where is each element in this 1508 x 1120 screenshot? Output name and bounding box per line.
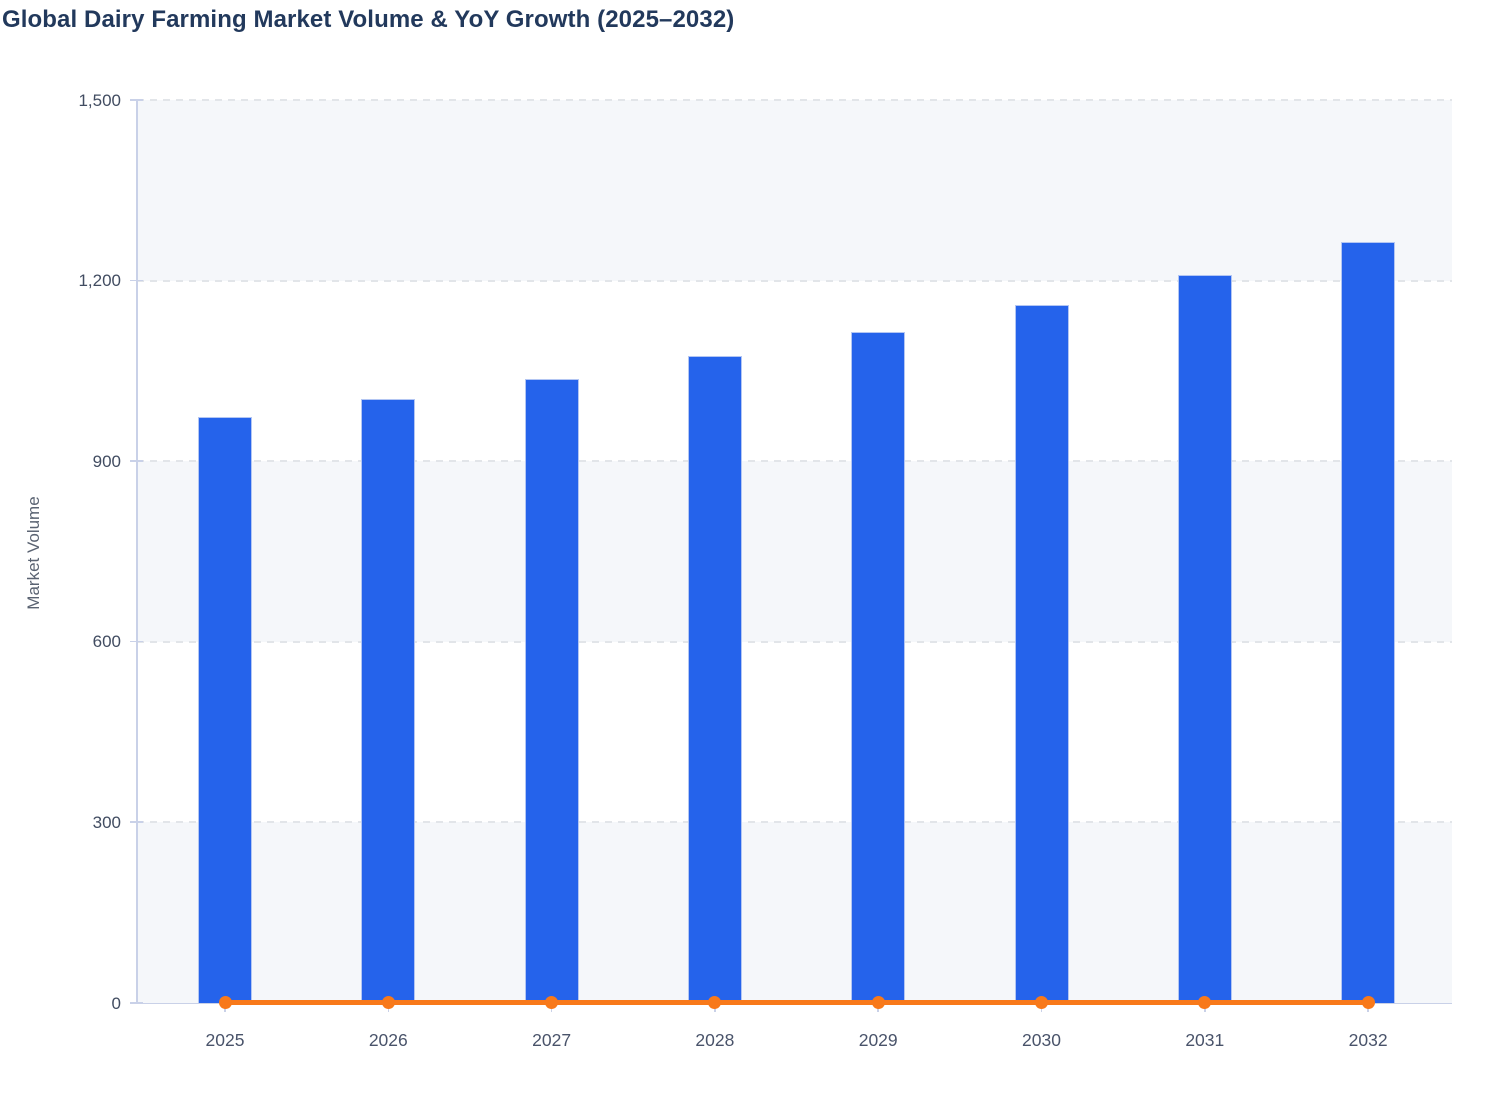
gridline bbox=[137, 640, 1452, 643]
gridline bbox=[137, 821, 1452, 824]
y-axis-tick-label: 300 bbox=[92, 812, 121, 832]
x-axis-tick-label: 2031 bbox=[1185, 1030, 1225, 1050]
plot-band bbox=[137, 100, 1452, 281]
bar-2026[interactable] bbox=[361, 399, 416, 1003]
yoy-growth-marker-2029[interactable] bbox=[871, 995, 885, 1009]
plot-area bbox=[137, 99, 1452, 1003]
bar-2027[interactable] bbox=[524, 379, 579, 1003]
x-axis-tick-label: 2029 bbox=[858, 1030, 898, 1050]
y-axis-tick bbox=[130, 279, 143, 282]
bar-2028[interactable] bbox=[687, 356, 742, 1003]
y-axis-tick bbox=[130, 640, 143, 643]
y-axis-tick bbox=[130, 821, 143, 823]
yoy-growth-marker-2027[interactable] bbox=[545, 995, 559, 1009]
gridline bbox=[137, 99, 1452, 101]
bar-2032[interactable] bbox=[1341, 242, 1396, 1003]
y-axis-tick-label: 1,200 bbox=[78, 271, 121, 291]
yoy-growth-line[interactable] bbox=[225, 999, 1369, 1005]
y-axis-tick-label: 600 bbox=[92, 632, 121, 652]
x-axis-tick-label: 2027 bbox=[532, 1030, 572, 1050]
y-axis-line bbox=[136, 100, 138, 1003]
yoy-growth-marker-2025[interactable] bbox=[218, 995, 232, 1009]
yoy-growth-marker-2031[interactable] bbox=[1198, 995, 1212, 1009]
y-axis-tick bbox=[130, 460, 143, 462]
bar-2025[interactable] bbox=[198, 417, 252, 1003]
x-axis-tick-label: 2026 bbox=[368, 1030, 408, 1050]
x-axis-tick-label: 2028 bbox=[695, 1030, 735, 1050]
y-axis-tick-label: 0 bbox=[111, 993, 121, 1013]
yoy-growth-marker-2028[interactable] bbox=[708, 995, 722, 1009]
bar-2031[interactable] bbox=[1177, 275, 1232, 1003]
chart-title: Global Dairy Farming Market Volume & YoY… bbox=[2, 6, 735, 33]
plot-band bbox=[137, 822, 1452, 1003]
y-axis-tick bbox=[130, 99, 143, 101]
plot-band bbox=[137, 461, 1452, 642]
yoy-growth-marker-2032[interactable] bbox=[1361, 995, 1375, 1009]
gridline bbox=[137, 460, 1452, 463]
bar-2029[interactable] bbox=[851, 332, 906, 1003]
x-axis-tick-label: 2025 bbox=[205, 1030, 245, 1050]
yoy-growth-marker-2026[interactable] bbox=[381, 995, 395, 1009]
bar-2030[interactable] bbox=[1014, 304, 1069, 1003]
y-axis-title: Market Volume bbox=[24, 496, 43, 610]
y-axis-tick-label: 900 bbox=[92, 451, 121, 471]
x-axis-tick-label: 2032 bbox=[1348, 1030, 1388, 1050]
gridline bbox=[137, 279, 1452, 282]
x-axis-tick-label: 2030 bbox=[1022, 1030, 1061, 1050]
y-axis-tick bbox=[130, 1002, 143, 1004]
yoy-growth-marker-2030[interactable] bbox=[1035, 995, 1048, 1009]
y-axis-tick-label: 1,500 bbox=[78, 90, 121, 110]
